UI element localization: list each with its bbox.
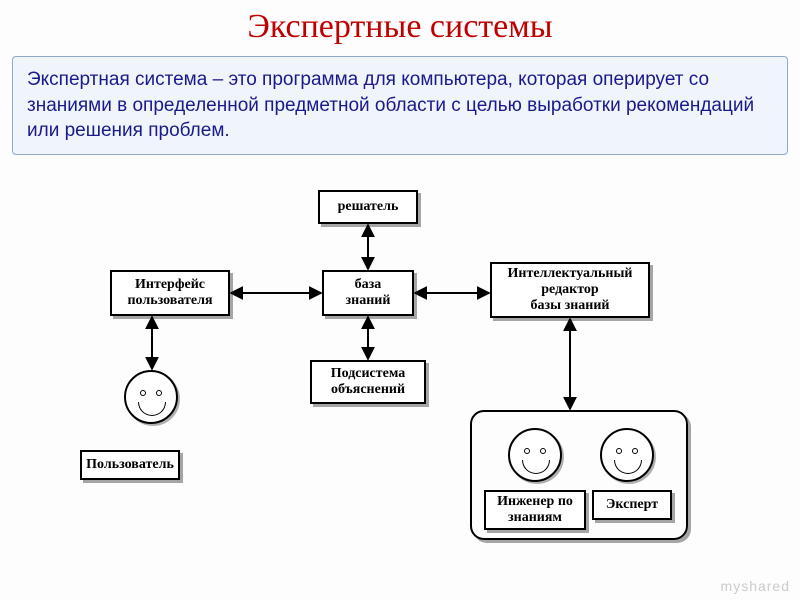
node-editor: Интеллектуальныйредакторбазы знаний: [490, 262, 650, 318]
node-explain: Подсистемаобъяснений: [310, 360, 426, 404]
user-face-icon: [124, 370, 178, 424]
expert-face-icon: [600, 428, 654, 482]
engineer-face-icon: [508, 428, 562, 482]
definition-box: Экспертная система – это программа для к…: [12, 56, 788, 155]
page-title: Экспертные системы: [0, 0, 800, 52]
watermark: myshared: [721, 578, 790, 594]
node-user: Пользователь: [80, 450, 180, 480]
node-kb: базазнаний: [322, 270, 414, 316]
node-ui: Интерфейспользователя: [110, 270, 230, 316]
expert-system-diagram: решатель Интерфейспользователя базазнаний И…: [80, 190, 740, 590]
experts-group-box: [470, 410, 688, 540]
node-solver: решатель: [318, 190, 418, 224]
